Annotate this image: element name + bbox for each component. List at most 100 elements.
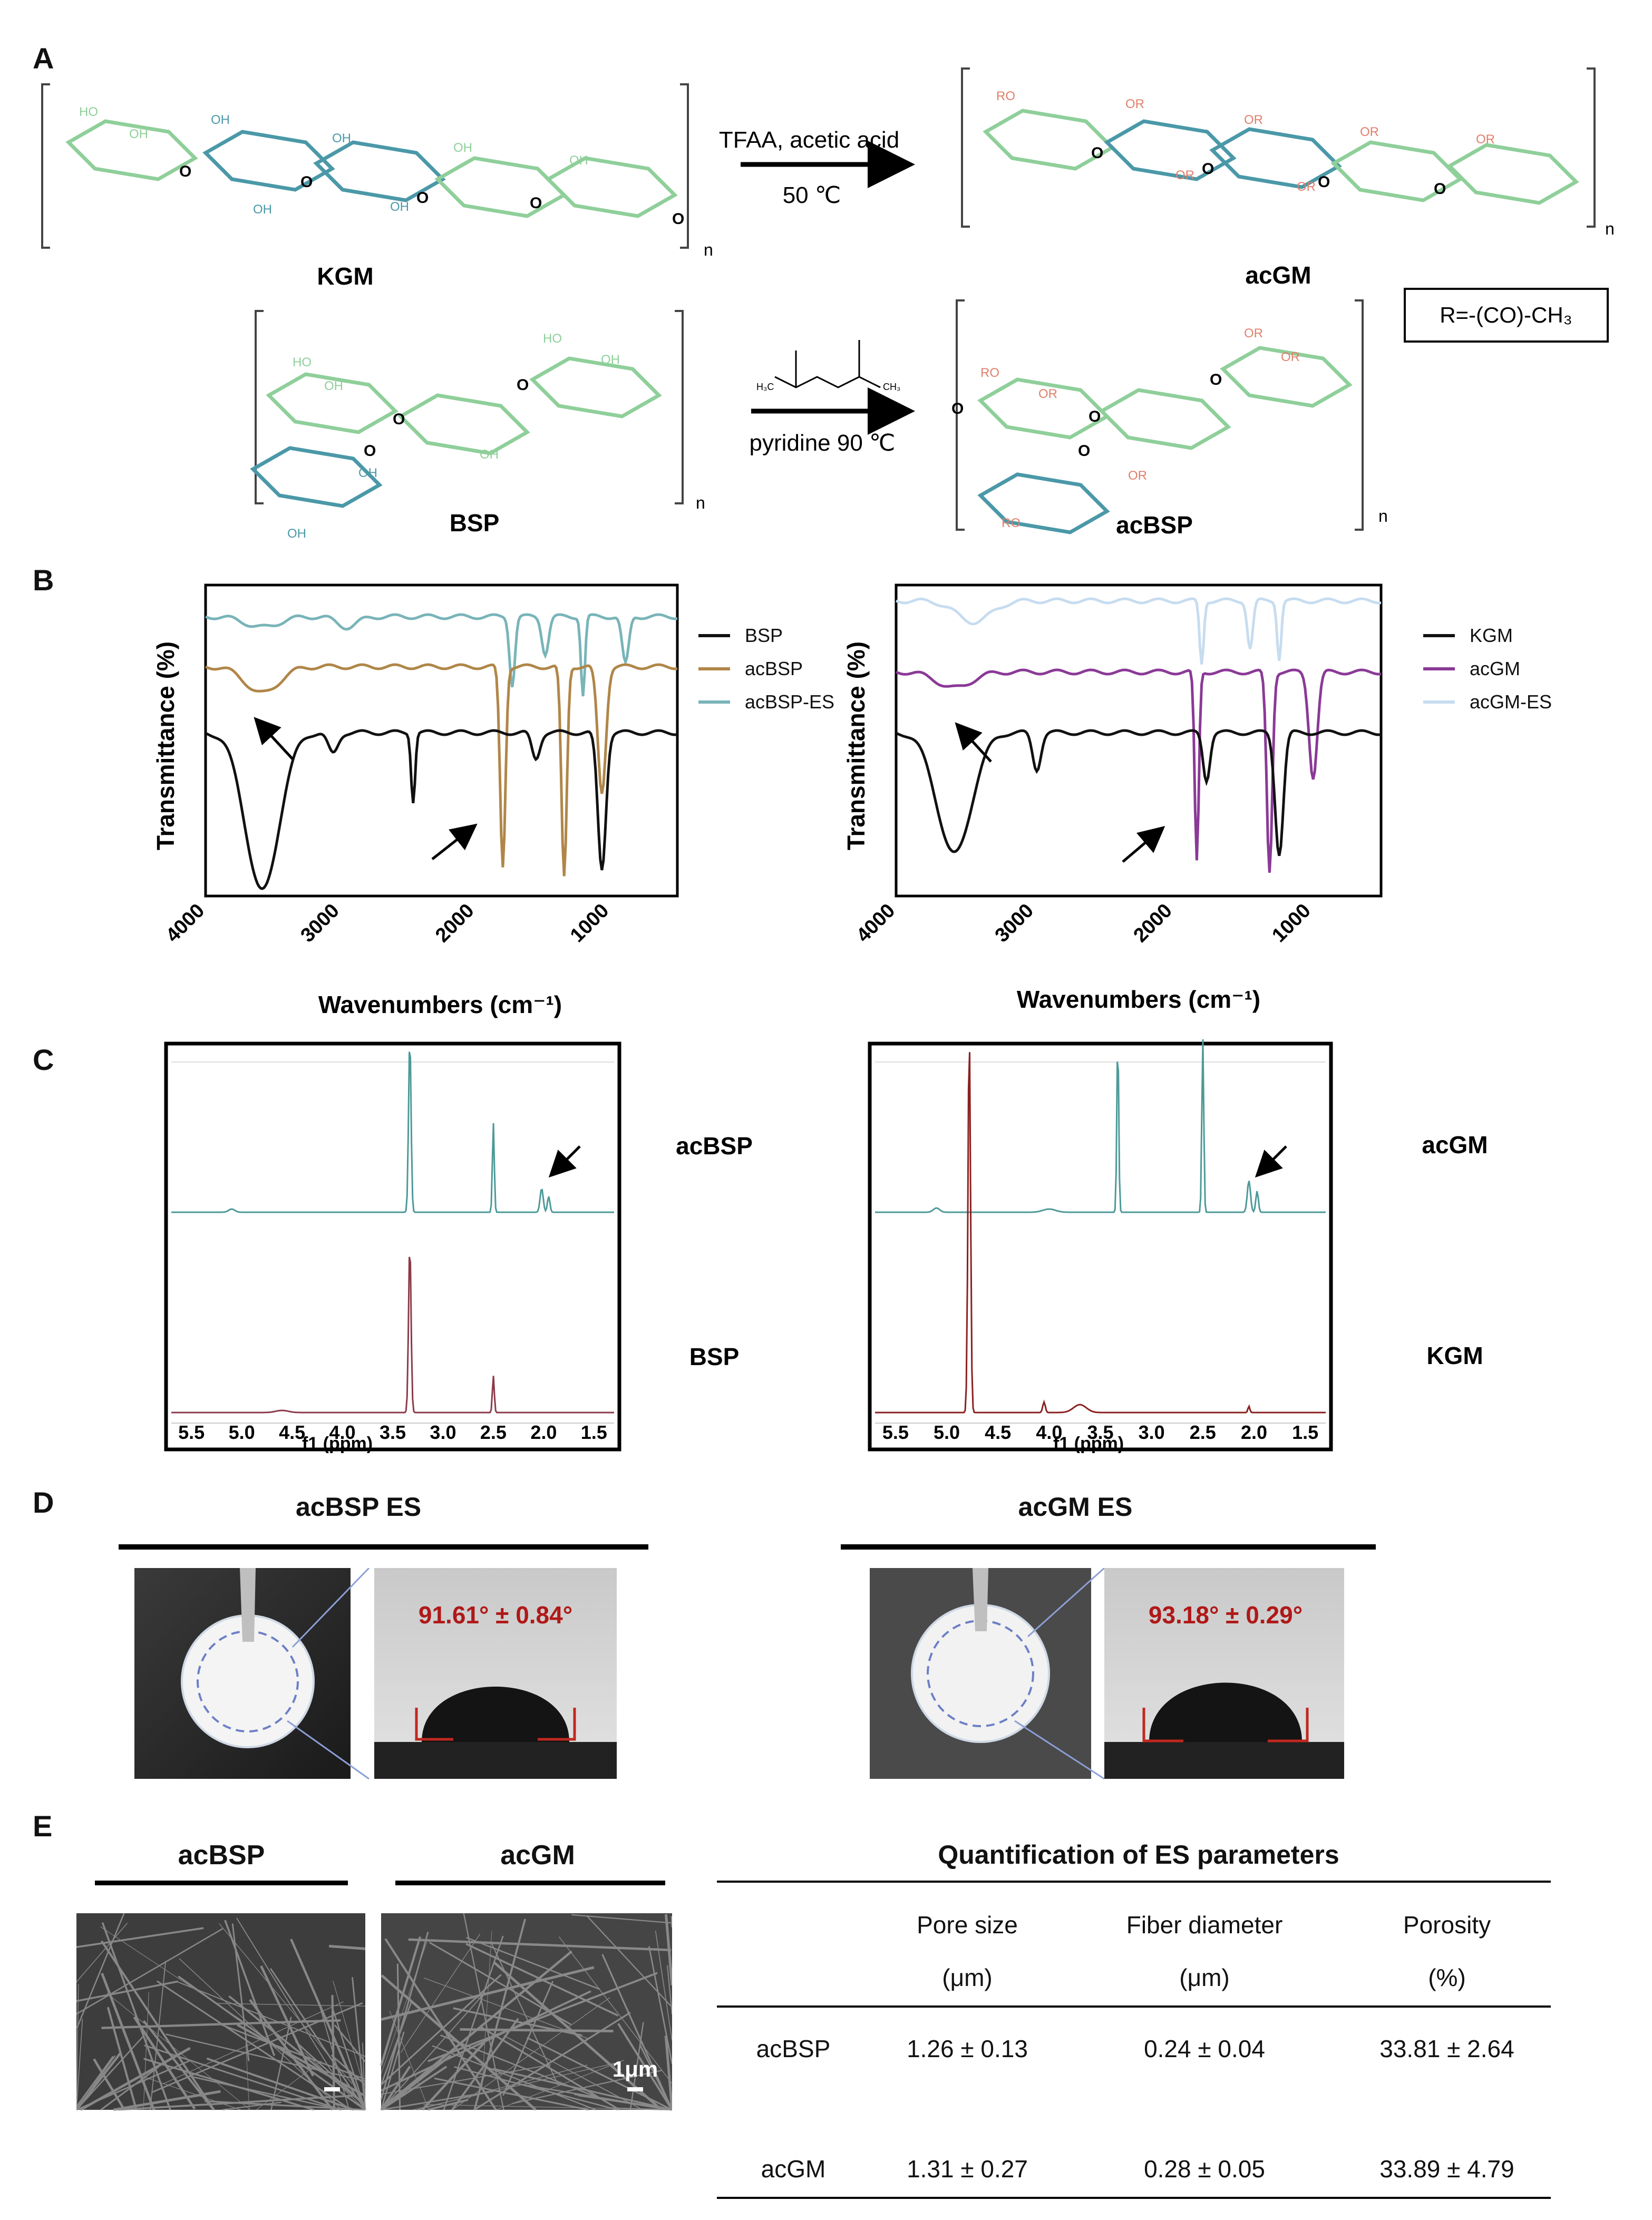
table-cell: 1.26 ± 0.13 bbox=[907, 2035, 1028, 2062]
table-top-rule bbox=[717, 1881, 1551, 1883]
nmr-tick-label: 5.5 bbox=[178, 1421, 205, 1443]
ftir-arrow-co bbox=[431, 823, 478, 860]
bsp-structure: n O O O HO OH HO OH OH OH OH bbox=[253, 310, 705, 541]
contact-angle-figure: 91.61° ± 0.84° 93.18° ± 0.29° bbox=[134, 1568, 1344, 1780]
scale-bar bbox=[324, 2087, 340, 2091]
table-row-label: acGM bbox=[761, 2155, 826, 2183]
hydroxyl-label: OH bbox=[569, 153, 588, 168]
ester-label: OR bbox=[1128, 469, 1147, 483]
table-header: Pore size bbox=[917, 1911, 1018, 1939]
contact-angle-right: 93.18° ± 0.29° bbox=[1149, 1601, 1303, 1629]
nmr-trace bbox=[171, 1051, 614, 1213]
acetic-anhydride bbox=[774, 340, 881, 388]
r-group-label: R=-(CO)-CH₃ bbox=[1440, 303, 1572, 327]
hydroxyl-label: OH bbox=[332, 131, 351, 145]
nmr-tick-label: 3.0 bbox=[430, 1421, 456, 1443]
ftir-right-ticks: 4000 3000 2000 1000 bbox=[852, 900, 1315, 947]
nmr-left-spectra: 5.5 5.0 4.5 4.0 3.5 3.0 2.5 2.0 1.5 bbox=[171, 1051, 614, 1443]
hydroxyl-label: OH bbox=[358, 466, 377, 480]
legend-swatch bbox=[698, 634, 730, 637]
legend-item: acGM bbox=[1423, 658, 1520, 680]
ester-label: OR bbox=[1281, 350, 1300, 364]
table-row-label: acBSP bbox=[756, 2035, 831, 2062]
anhydride-ch3: CH₃ bbox=[883, 382, 900, 392]
glycosidic-o: O bbox=[300, 173, 313, 191]
ftir-right-frame bbox=[895, 583, 1383, 898]
panel-letter-a: A bbox=[33, 42, 54, 75]
ester-label: OR bbox=[1175, 168, 1194, 182]
legend-swatch bbox=[698, 700, 730, 704]
curve-acbsp-es bbox=[205, 613, 678, 697]
sem-left-title: acBSP bbox=[178, 1840, 265, 1871]
ftir-tick-label: 3000 bbox=[296, 900, 343, 947]
ftir-tick-label: 4000 bbox=[162, 900, 209, 947]
table-cell: 33.81 ± 2.64 bbox=[1379, 2035, 1514, 2062]
contact-right-title: acGM ES bbox=[1018, 1492, 1133, 1522]
divider bbox=[95, 1881, 348, 1885]
hydroxyl-label: OH bbox=[390, 200, 409, 214]
legend-item: acGM-ES bbox=[1423, 691, 1552, 713]
ftir-left-xlabel: Wavenumbers (cm⁻¹) bbox=[318, 991, 562, 1018]
nmr-left-xlabel: f1 (ppm) bbox=[302, 1434, 373, 1454]
divider bbox=[119, 1544, 648, 1550]
nmr-tick-label: 4.5 bbox=[279, 1421, 305, 1443]
legend-item: acBSP bbox=[698, 658, 803, 680]
nmr-tick-label: 3.0 bbox=[1139, 1421, 1165, 1443]
hydroxyl-label: OH bbox=[129, 127, 148, 141]
acgm-label: acGM bbox=[1245, 261, 1311, 289]
table-header: Fiber diameter bbox=[1126, 1911, 1283, 1939]
contact-left-title: acBSP ES bbox=[295, 1492, 422, 1522]
table-cell: 1.31 ± 0.27 bbox=[907, 2155, 1028, 2183]
ftir-tick-label: 2000 bbox=[1129, 900, 1176, 947]
ester-label: RO bbox=[1002, 516, 1021, 530]
acbsp-label: acBSP bbox=[1116, 511, 1193, 539]
acbsp-repeat-n: n bbox=[1378, 507, 1388, 525]
nmr-tick-label: 4.0 bbox=[1036, 1421, 1062, 1443]
r-group-box bbox=[1404, 288, 1609, 343]
nmr-arrow-acetyl bbox=[1255, 1145, 1287, 1178]
hydroxyl-label: OH bbox=[253, 202, 272, 217]
table-title: Quantification of ES parameters bbox=[938, 1840, 1339, 1870]
glycosidic-o: O bbox=[1202, 160, 1214, 178]
nmr-tick-label: 5.0 bbox=[934, 1421, 960, 1443]
ftir-arrow-co bbox=[1122, 826, 1165, 863]
glycosidic-o: O bbox=[1091, 144, 1103, 162]
nmr-label-acgm: acGM bbox=[1422, 1131, 1488, 1158]
ftir-tick-label: 1000 bbox=[566, 900, 613, 947]
table-header-unit: (μm) bbox=[1179, 1964, 1230, 1991]
scale-bar bbox=[627, 2087, 643, 2091]
nmr-left-frame bbox=[164, 1041, 621, 1452]
legend-swatch bbox=[1423, 700, 1455, 704]
kgm-label: KGM bbox=[317, 262, 373, 290]
curve-bsp bbox=[205, 729, 678, 890]
nmr-tick-label: 3.5 bbox=[380, 1421, 406, 1443]
glycosidic-o: O bbox=[179, 163, 191, 180]
nmr-tick-label: 5.0 bbox=[229, 1421, 255, 1443]
table-cell: 0.24 ± 0.04 bbox=[1144, 2035, 1265, 2062]
hydroxyl-label: HO bbox=[293, 355, 312, 369]
curve-acgm-es bbox=[896, 597, 1382, 665]
hydroxyl-label: HO bbox=[543, 332, 562, 346]
ester-label: RO bbox=[980, 366, 999, 380]
glycosidic-o: O bbox=[672, 210, 684, 228]
glycosidic-o: O bbox=[393, 411, 405, 428]
table-cell: 0.28 ± 0.05 bbox=[1144, 2155, 1265, 2183]
glycosidic-o: O bbox=[951, 400, 964, 417]
nmr-right-xlabel: f1 (ppm) bbox=[1053, 1434, 1124, 1454]
nmr-tick-label: 5.5 bbox=[882, 1421, 909, 1443]
ester-label: OR bbox=[1297, 180, 1316, 194]
nmr-tick-label: 2.5 bbox=[1190, 1421, 1216, 1443]
hydroxyl-label: OH bbox=[453, 141, 472, 155]
nmr-label-acbsp: acBSP bbox=[676, 1132, 753, 1160]
curve-acbsp bbox=[205, 663, 678, 877]
ftir-figure: 4000 3000 2000 1000 4000 3000 2000 1000 Transm… bbox=[152, 583, 1383, 1018]
nmr-tick-label: 2.0 bbox=[530, 1421, 557, 1443]
bsp-label: BSP bbox=[450, 509, 500, 537]
reaction1-conditions-1: TFAA, acetic acid bbox=[719, 127, 899, 153]
legend-swatch bbox=[698, 667, 730, 670]
acgm-structure: n O O O O RO OR OR OR OR OR OR bbox=[961, 67, 1615, 238]
table-header: Porosity bbox=[1403, 1911, 1491, 1939]
nmr-arrow-acetyl bbox=[548, 1145, 581, 1178]
legend-item: KGM bbox=[1423, 625, 1513, 647]
ftir-tick-label: 2000 bbox=[431, 900, 478, 947]
